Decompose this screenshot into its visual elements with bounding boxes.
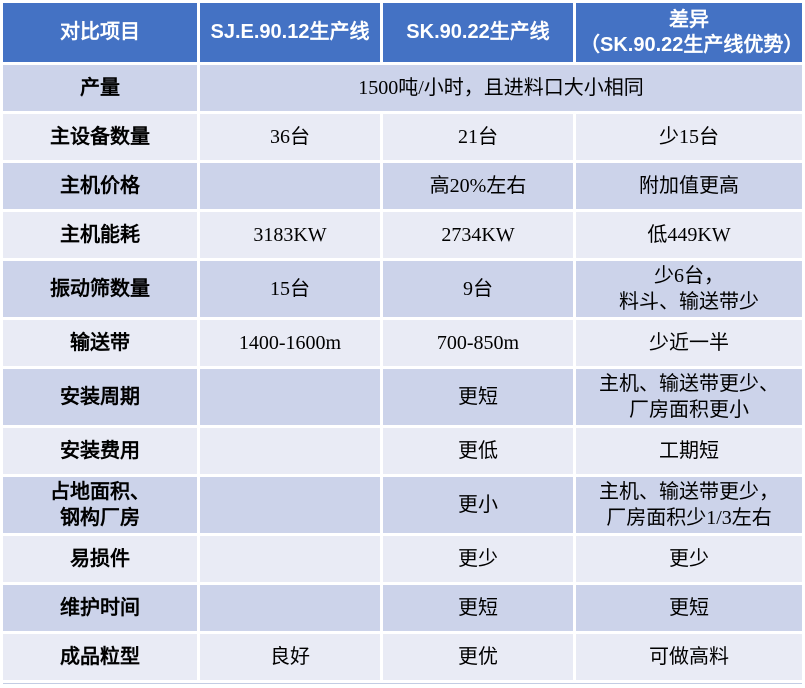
cell-merged-value: 1500吨/小时，且进料口大小相同 (200, 65, 802, 111)
cell-col-sk: 更少 (383, 536, 573, 582)
cell-col-sje: 1400-1600m (200, 320, 380, 366)
row-label: 主机能耗 (3, 212, 197, 258)
row-label: 主机价格 (3, 163, 197, 209)
header-compare-item: 对比项目 (3, 3, 197, 62)
cell-col-sje: 36台 (200, 114, 380, 160)
table-header: 对比项目 SJ.E.90.12生产线 SK.90.22生产线 差异 （SK.90… (3, 3, 802, 62)
header-row: 对比项目 SJ.E.90.12生产线 SK.90.22生产线 差异 （SK.90… (3, 3, 802, 62)
cell-col-diff: 更少 (576, 536, 802, 582)
table-row-main-machine-price: 主机价格 高20%左右 附加值更高 (3, 163, 802, 209)
cell-col-sje (200, 163, 380, 209)
cell-col-sje: 15台 (200, 261, 380, 317)
cell-col-sk: 700-850m (383, 320, 573, 366)
cell-col-diff: 主机、输送带更少、 厂房面积更小 (576, 369, 802, 425)
table-row-installation-period: 安装周期 更短 主机、输送带更少、 厂房面积更小 (3, 369, 802, 425)
cell-col-sk: 更低 (383, 428, 573, 474)
row-label: 产量 (3, 65, 197, 111)
table-row-capacity: 产量 1500吨/小时，且进料口大小相同 (3, 65, 802, 111)
cell-col-sje (200, 585, 380, 631)
cell-col-sje (200, 477, 380, 533)
cell-col-diff: 少6台， 料斗、输送带少 (576, 261, 802, 317)
table-row-product-grain-shape: 成品粒型 良好 更优 可做高料 (3, 634, 802, 680)
cell-col-diff: 更短 (576, 585, 802, 631)
row-label: 安装周期 (3, 369, 197, 425)
cell-col-diff: 附加值更高 (576, 163, 802, 209)
table-row-installation-cost: 安装费用 更低 工期短 (3, 428, 802, 474)
cell-col-diff: 低449KW (576, 212, 802, 258)
table-body: 产量 1500吨/小时，且进料口大小相同 主设备数量 36台 21台 少15台 … (3, 65, 802, 680)
row-label: 成品粒型 (3, 634, 197, 680)
table-row-wear-parts: 易损件 更少 更少 (3, 536, 802, 582)
cell-col-sk: 高20%左右 (383, 163, 573, 209)
cell-col-sk: 更短 (383, 585, 573, 631)
header-sje-line: SJ.E.90.12生产线 (200, 3, 380, 62)
header-sk-line: SK.90.22生产线 (383, 3, 573, 62)
cell-col-sk: 21台 (383, 114, 573, 160)
cell-col-sje (200, 369, 380, 425)
cell-col-sje (200, 536, 380, 582)
cell-col-diff: 少15台 (576, 114, 802, 160)
cell-col-sk: 更优 (383, 634, 573, 680)
row-label: 占地面积、 钢构厂房 (3, 477, 197, 533)
row-label: 振动筛数量 (3, 261, 197, 317)
cell-col-sje (200, 428, 380, 474)
cell-col-sk: 更小 (383, 477, 573, 533)
table-row-conveyor-belt: 输送带 1400-1600m 700-850m 少近一半 (3, 320, 802, 366)
row-label: 维护时间 (3, 585, 197, 631)
cell-col-diff: 少近一半 (576, 320, 802, 366)
table-row-main-equipment-count: 主设备数量 36台 21台 少15台 (3, 114, 802, 160)
row-label: 易损件 (3, 536, 197, 582)
cell-col-diff: 主机、输送带更少， 厂房面积少1/3左右 (576, 477, 802, 533)
row-label: 主设备数量 (3, 114, 197, 160)
table-row-main-machine-energy: 主机能耗 3183KW 2734KW 低449KW (3, 212, 802, 258)
cell-col-diff: 可做高料 (576, 634, 802, 680)
table-row-maintenance-time: 维护时间 更短 更短 (3, 585, 802, 631)
cell-col-sk: 2734KW (383, 212, 573, 258)
header-diff: 差异 （SK.90.22生产线优势） (576, 3, 802, 62)
cell-col-sje: 良好 (200, 634, 380, 680)
row-label: 输送带 (3, 320, 197, 366)
cell-col-sk: 9台 (383, 261, 573, 317)
cell-col-diff: 工期短 (576, 428, 802, 474)
row-label: 安装费用 (3, 428, 197, 474)
table-row-floor-area: 占地面积、 钢构厂房 更小 主机、输送带更少， 厂房面积少1/3左右 (3, 477, 802, 533)
table-bottom-border (3, 683, 802, 684)
cell-col-sje: 3183KW (200, 212, 380, 258)
cell-col-sk: 更短 (383, 369, 573, 425)
table-row-vibrating-screen-count: 振动筛数量 15台 9台 少6台， 料斗、输送带少 (3, 261, 802, 317)
